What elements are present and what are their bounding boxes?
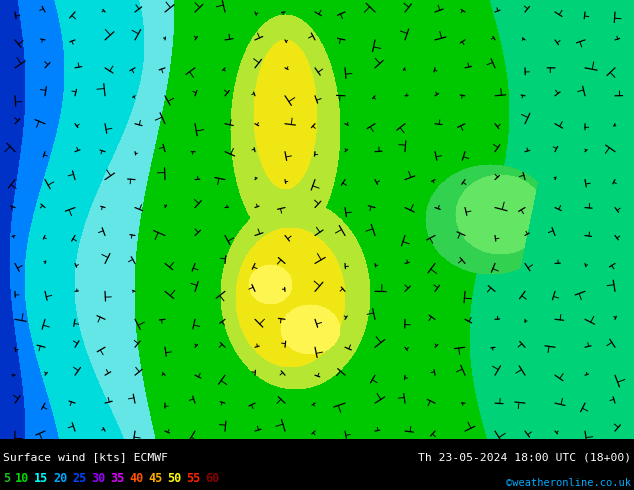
Text: 45: 45: [148, 472, 162, 485]
Text: 50: 50: [167, 472, 181, 485]
Text: 30: 30: [91, 472, 105, 485]
Text: 25: 25: [72, 472, 86, 485]
Text: 40: 40: [129, 472, 143, 485]
Text: Surface wind [kts] ECMWF: Surface wind [kts] ECMWF: [3, 452, 168, 462]
Text: ©weatheronline.co.uk: ©weatheronline.co.uk: [506, 478, 631, 488]
Text: 35: 35: [110, 472, 124, 485]
Text: 60: 60: [205, 472, 219, 485]
Text: 10: 10: [15, 472, 29, 485]
Text: 20: 20: [53, 472, 67, 485]
Text: Th 23-05-2024 18:00 UTC (18+00): Th 23-05-2024 18:00 UTC (18+00): [418, 452, 631, 462]
Text: 5: 5: [3, 472, 10, 485]
Text: 55: 55: [186, 472, 200, 485]
Text: 15: 15: [34, 472, 48, 485]
